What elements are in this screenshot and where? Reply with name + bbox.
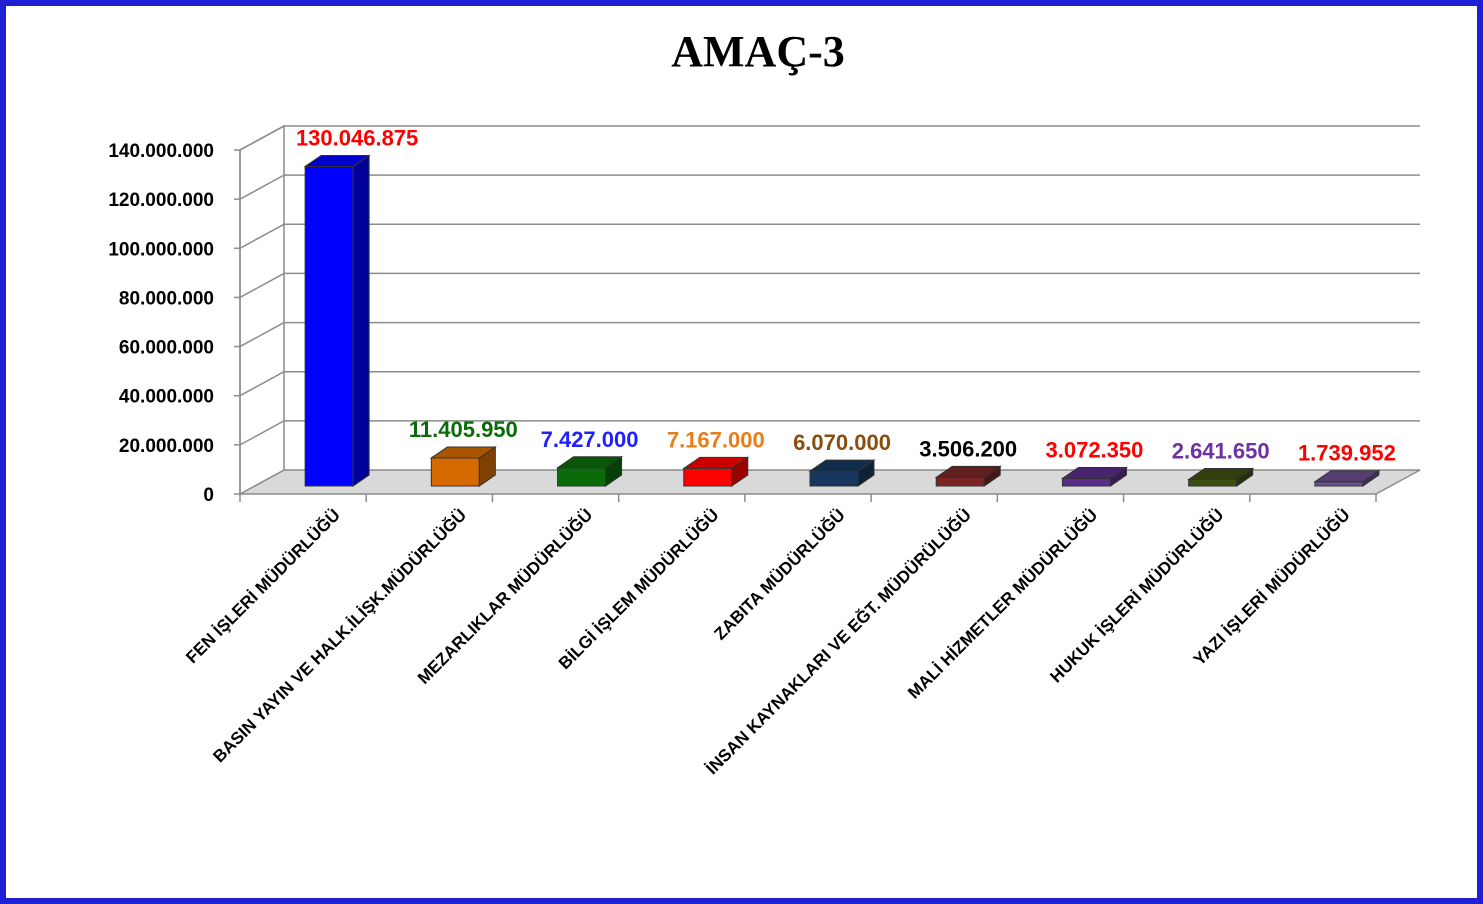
bar-front [683, 467, 733, 487]
bar-front [1061, 477, 1111, 487]
y-tick-label: 120.000.000 [108, 190, 214, 211]
y-tick-label: 80.000.000 [119, 288, 214, 309]
bar [1060, 466, 1129, 487]
bar-top [682, 456, 750, 469]
value-label: 6.070.000 [793, 430, 891, 455]
bar [934, 465, 1002, 487]
grid-line-side [239, 371, 285, 397]
y-tick-label: 140.000.000 [108, 141, 214, 162]
bar-top [555, 456, 624, 469]
bar [808, 459, 876, 487]
bar [682, 456, 750, 487]
y-tick-label: 60.000.000 [119, 338, 214, 359]
bar-top [1313, 470, 1381, 483]
value-label: 7.427.000 [541, 427, 639, 452]
value-labels: 130.046.875 11.405.950 7.427.000 7.167.000 6… [296, 125, 1396, 465]
value-label: 3.072.350 [1046, 437, 1144, 462]
bar [429, 446, 497, 487]
category-label: ZABITA MÜDÜRLÜĞÜ [711, 505, 849, 643]
bar-side [352, 154, 370, 487]
bar [555, 455, 624, 487]
value-label: 2.641.650 [1172, 439, 1270, 464]
bar [1313, 469, 1381, 487]
bar-top [303, 154, 371, 167]
bar [303, 154, 371, 487]
y-tick-label: 0 [203, 485, 214, 506]
grid-lines [239, 125, 1420, 446]
bar-front [1314, 481, 1364, 487]
y-axis: 0 20.000.000 40.000.000 60.000.000 80.000.00… [108, 141, 241, 506]
grid-line-side [239, 420, 285, 446]
bar-front [1188, 479, 1238, 487]
grid-line-side [239, 174, 285, 200]
value-label: 3.506.200 [919, 436, 1017, 461]
bar-top [1187, 468, 1255, 481]
y-tick-label: 100.000.000 [108, 239, 214, 260]
side-wall [239, 124, 285, 496]
y-tick-label: 20.000.000 [119, 436, 214, 457]
grid-line-side [239, 321, 285, 348]
bar-front [935, 476, 985, 487]
grid-line-side [239, 125, 285, 151]
chart-title: AMAÇ-3 [671, 27, 845, 76]
bars [303, 154, 1381, 487]
bar-top [1060, 466, 1129, 479]
category-label: BASIN YAYIN VE HALK.İLİŞK.MÜDÜRLÜĞÜ [209, 505, 470, 766]
bar [1187, 467, 1255, 487]
y-tick-label: 40.000.000 [119, 387, 214, 408]
value-label: 7.167.000 [667, 427, 765, 452]
category-label: İNSAN KAYNAKLARI VE EĞT. MÜDÜRÜLÜĞÜ [702, 505, 975, 778]
value-label: 11.405.950 [409, 417, 518, 442]
bar-front [304, 165, 354, 487]
grid-line-side [239, 272, 285, 299]
bar-front [809, 470, 859, 487]
value-label: 130.046.875 [296, 125, 418, 150]
bar-front [557, 467, 607, 487]
bar-top [934, 465, 1002, 478]
bar-front [430, 457, 480, 487]
grid-line-side [239, 223, 285, 249]
bar-top [429, 446, 497, 459]
value-label: 1.739.952 [1298, 441, 1396, 466]
bar-top [808, 459, 876, 472]
